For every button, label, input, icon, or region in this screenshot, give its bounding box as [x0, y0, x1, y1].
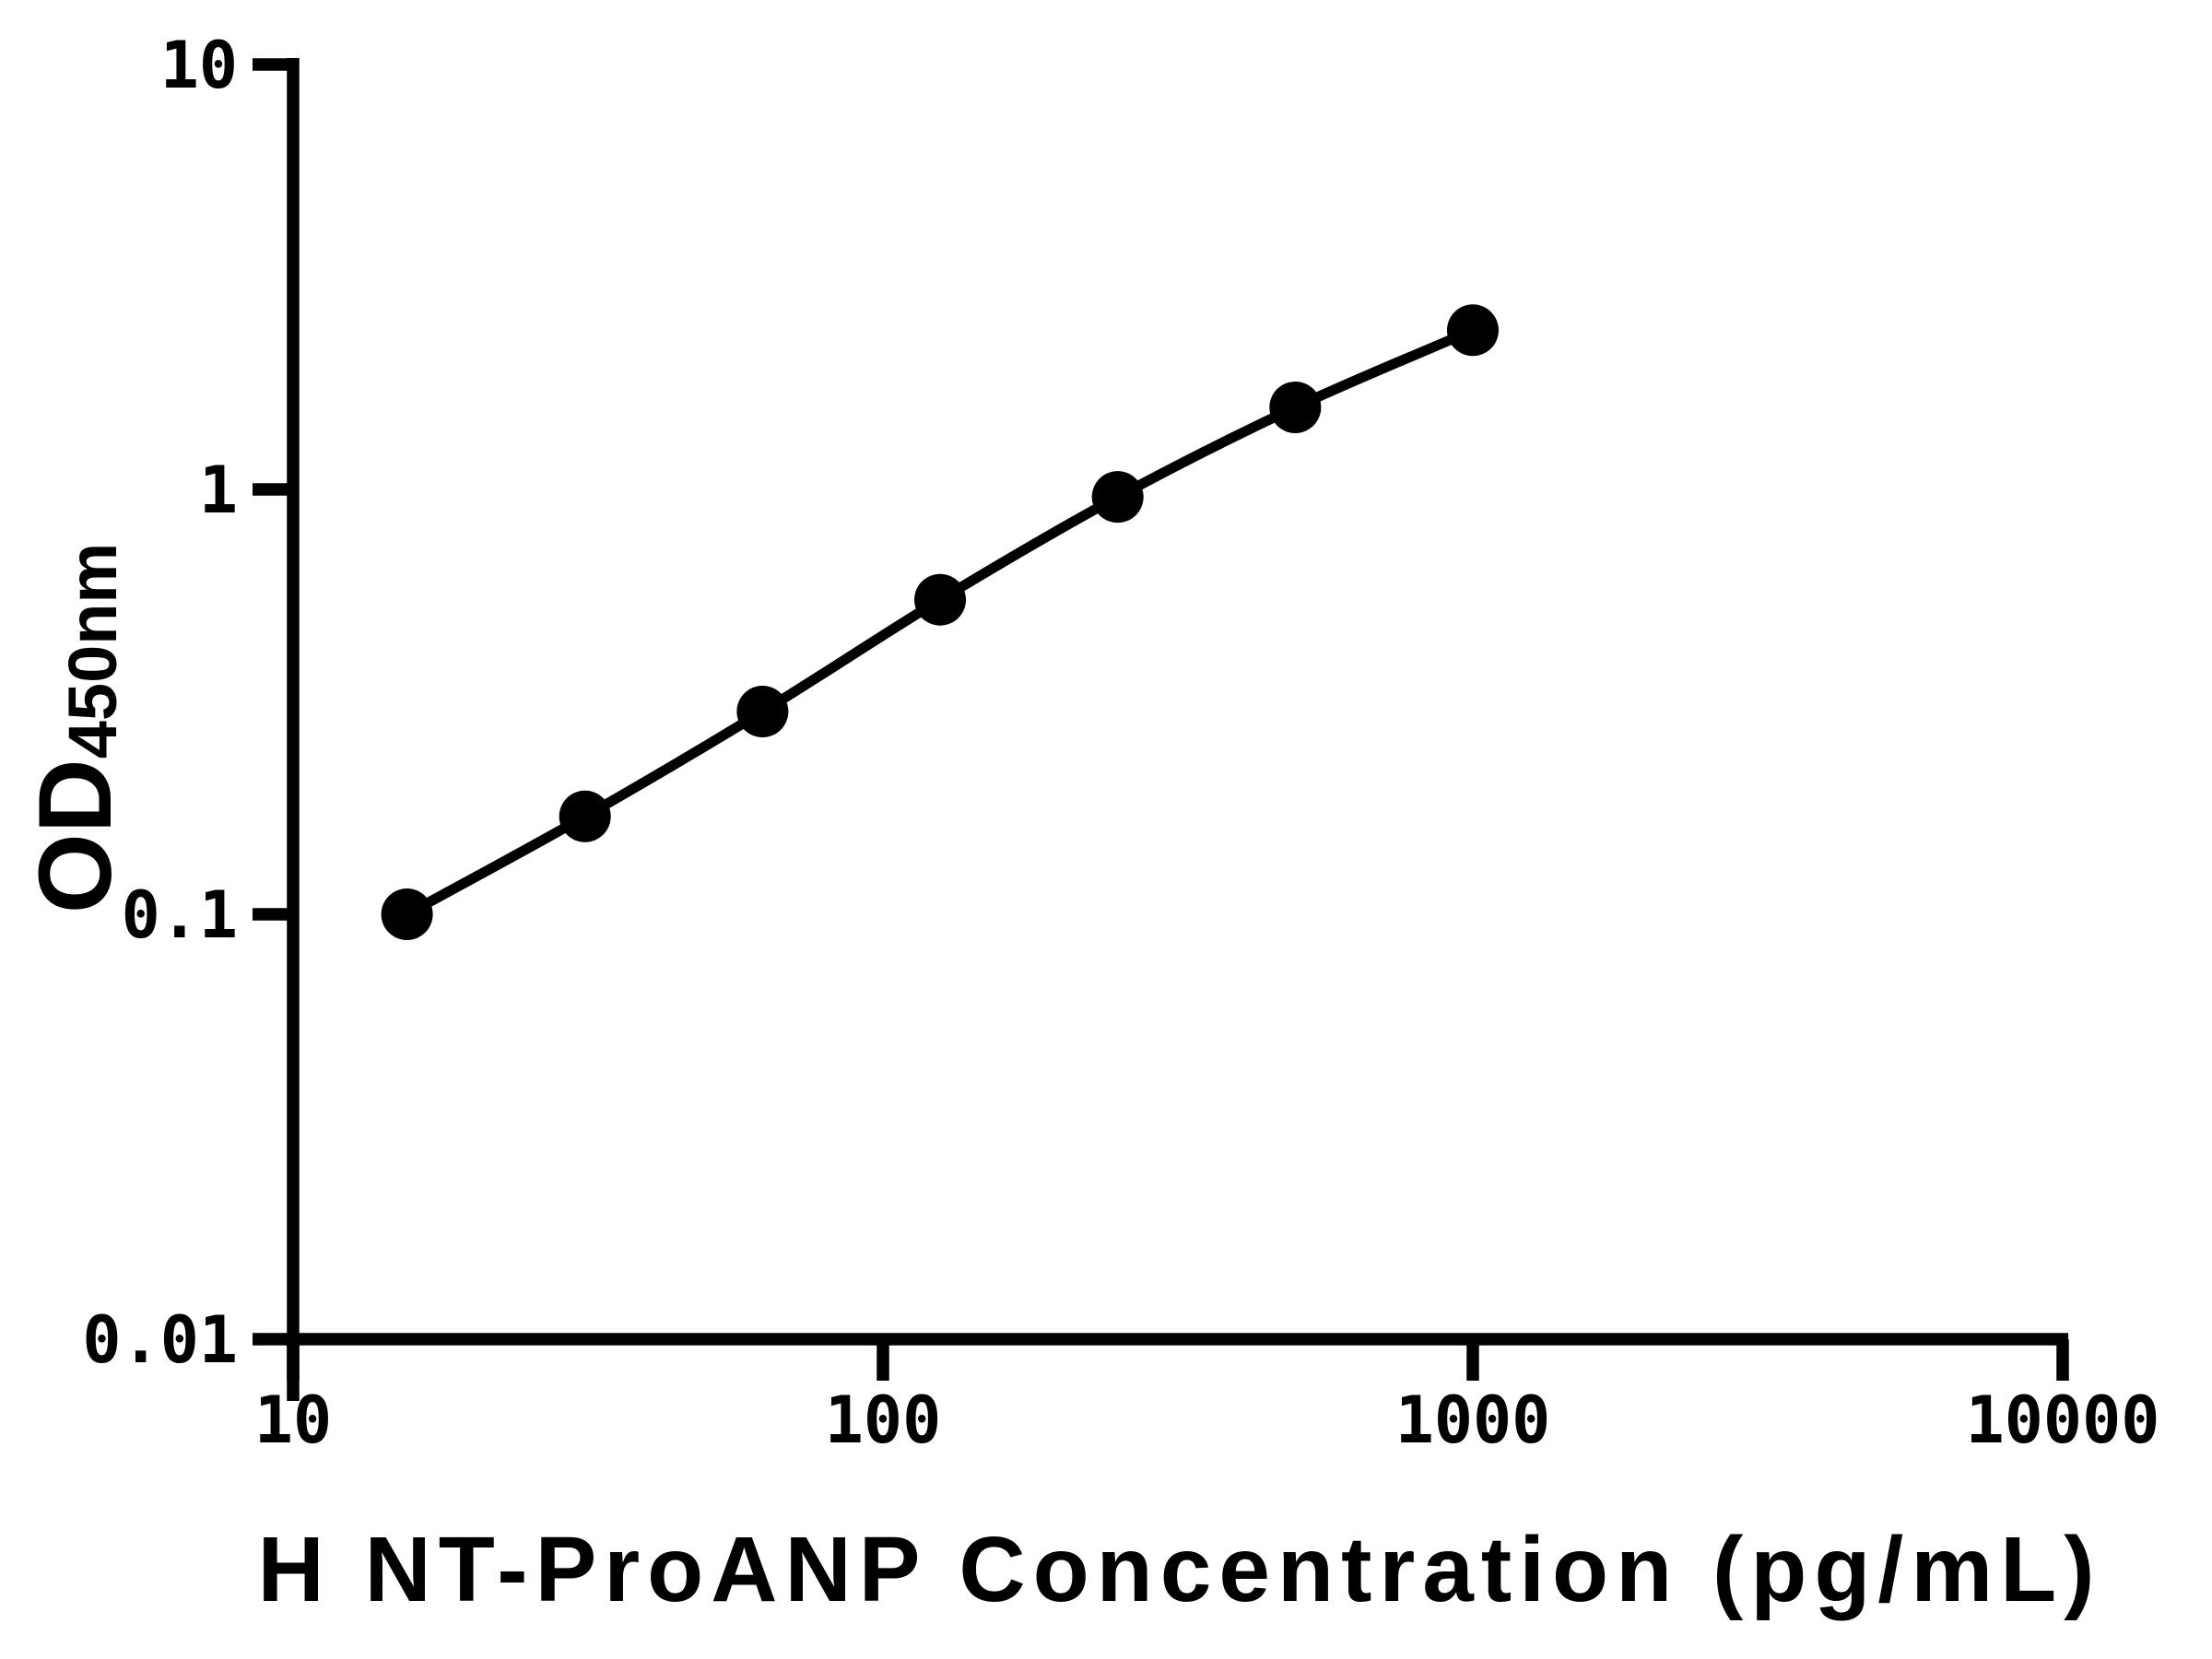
y-tick-label: 0.1 — [122, 877, 238, 953]
y-axis-title-main: OD — [18, 759, 133, 913]
y-tick-label: 10 — [160, 28, 238, 103]
x-tick-label: 10 — [254, 1382, 332, 1458]
data-point — [559, 790, 611, 842]
data-point — [1447, 304, 1499, 357]
data-point — [381, 888, 433, 940]
y-axis-title: OD450nm — [18, 543, 133, 913]
data-point — [736, 686, 789, 738]
data-series — [381, 304, 1499, 940]
x-axis-title: H NT-ProANP Concentration (pg/mL) — [257, 1518, 2101, 1621]
x-tick-label: 10000 — [1966, 1382, 2160, 1458]
x-tick-label: 1000 — [1395, 1382, 1551, 1458]
y-tick-label: 0.01 — [82, 1302, 238, 1378]
data-point — [1269, 381, 1322, 433]
y-tick-label: 1 — [199, 453, 238, 528]
data-point — [914, 573, 967, 626]
y-axis-title-subscript: 450nm — [54, 543, 131, 759]
data-point — [1091, 471, 1144, 524]
x-tick-label: 100 — [825, 1382, 941, 1458]
